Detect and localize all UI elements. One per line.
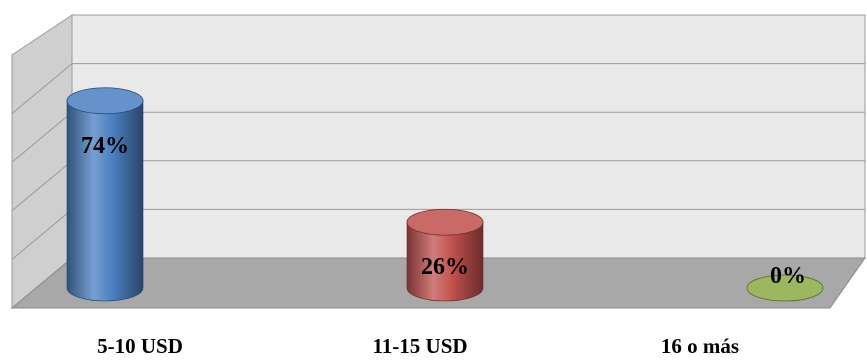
category-label-0: 5-10 USD (97, 334, 183, 358)
gridline-side-2 (11, 111, 73, 163)
gridline-side-3 (11, 63, 73, 114)
gridline-side-0 (11, 209, 73, 260)
bar-2 (746, 274, 824, 302)
data-label-2: 0% (770, 263, 806, 289)
bar-top-0 (66, 87, 144, 115)
category-label-2: 16 o más (661, 334, 739, 358)
data-label-0: 74% (81, 133, 129, 159)
bar-0 (66, 87, 144, 302)
data-label-1: 26% (421, 254, 469, 280)
gridline-side-1 (11, 160, 73, 212)
category-label-1: 11-15 USD (372, 334, 467, 358)
bar-top-1 (406, 208, 484, 236)
bar-body-0 (66, 100, 144, 302)
bar-top-2 (746, 274, 824, 302)
chart-side-wall (11, 14, 73, 310)
bar-1 (406, 208, 484, 302)
bar-body-1 (406, 221, 484, 302)
